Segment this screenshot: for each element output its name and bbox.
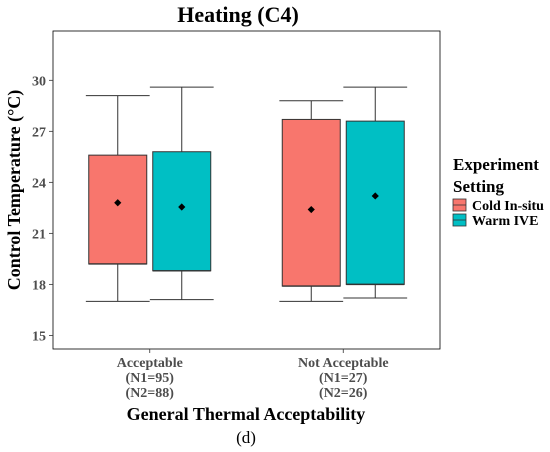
y-axis-title: Control Temperature (°C): [4, 90, 25, 291]
boxplot-marks: [85, 86, 408, 302]
x-axis-title: General Thermal Acceptability: [127, 404, 366, 424]
figure-sub-label: (d): [236, 428, 256, 447]
y-tick-label: 30: [32, 74, 46, 89]
y-tick-label: 24: [32, 176, 46, 191]
legend-label: Warm IVE: [472, 214, 539, 229]
mean-marker: [178, 203, 186, 211]
box-iqr: [88, 154, 148, 265]
x-tick-label: (N1=95): [126, 371, 175, 386]
y-tick-label: 15: [32, 329, 46, 344]
x-tick-label: Not Acceptable: [298, 356, 389, 371]
mean-marker: [114, 199, 122, 207]
legend-label: Cold In-situ: [472, 199, 544, 214]
x-axis: Acceptable(N1=95)(N2=88)Not Acceptable(N…: [117, 349, 389, 401]
y-tick-label: 21: [32, 227, 46, 242]
x-tick-label: (N1=27): [319, 371, 368, 386]
legend-title: Experiment: [453, 155, 539, 174]
mean-marker: [307, 205, 315, 214]
y-tick-label: 18: [32, 278, 46, 293]
box-iqr: [345, 120, 405, 285]
mean-marker: [371, 192, 379, 200]
chart-title: Heating (C4): [177, 2, 299, 27]
y-tick-label: 27: [32, 125, 46, 140]
box-iqr: [152, 151, 212, 272]
x-tick-label: (N2=26): [319, 386, 368, 401]
x-tick-label: (N2=88): [126, 386, 175, 401]
x-tick-label: Acceptable: [117, 356, 183, 371]
box-iqr: [281, 118, 341, 287]
y-axis: 15 18 21 24 27 30: [32, 74, 53, 344]
legend-title: Setting: [453, 177, 505, 196]
